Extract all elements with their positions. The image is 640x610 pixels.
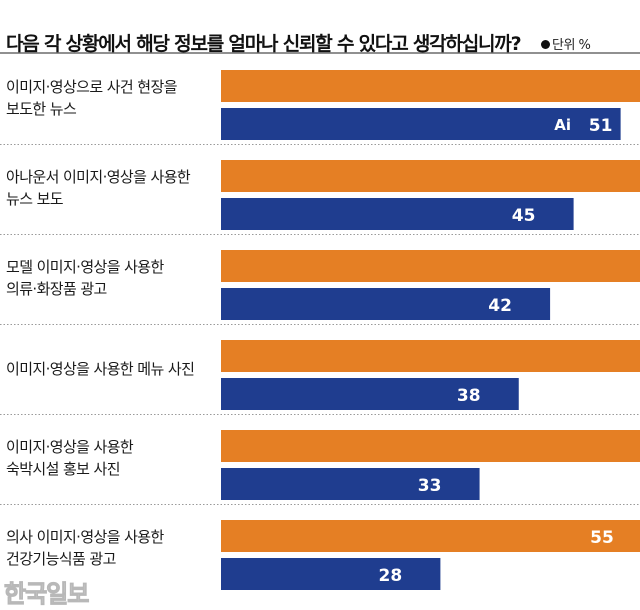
data-label: 42	[488, 296, 512, 316]
data-label: 51	[589, 116, 613, 136]
data-label: 38	[457, 386, 481, 406]
bar-real	[221, 250, 640, 282]
bar-ai	[221, 378, 519, 410]
bar-real	[221, 70, 640, 102]
data-label: 33	[418, 476, 442, 496]
category-label: 아나운서 이미지·영상을 사용한 뉴스 보도	[6, 168, 191, 208]
bar-ai	[221, 108, 621, 140]
bar-ai	[221, 558, 441, 590]
chart-title: 다음 각 상황에서 해당 정보를 얼마나 신뢰할 수 있다고 생각하십니까?	[6, 33, 522, 55]
unit-label: 단위 %	[552, 38, 591, 53]
bar-real	[221, 160, 640, 192]
category-label: 이미지·영상으로 사건 현장을 보도한 뉴스	[6, 78, 177, 118]
category-label: 이미지·영상을 사용한 메뉴 사진	[6, 360, 194, 378]
watermark-logo: 한국일보	[3, 580, 89, 609]
unit-note: 단위 %	[541, 34, 591, 53]
bar-ai	[221, 288, 551, 320]
category-label: 모델 이미지·영상을 사용한 의류·화장품 광고	[6, 258, 165, 298]
bar-ai	[221, 468, 480, 500]
bar-real	[221, 520, 640, 552]
data-label: 55	[590, 528, 614, 548]
bar-ai	[221, 198, 574, 230]
bullet-icon	[541, 40, 550, 49]
category-label: 이미지·영상을 사용한 숙박시설 홍보 사진	[6, 438, 134, 478]
series-label: Ai	[554, 116, 571, 134]
category-label: 의사 이미지·영상을 사용한 건강기능식품 광고	[6, 528, 165, 568]
bar-real	[221, 430, 640, 462]
bar-real	[221, 340, 640, 372]
data-label: 28	[379, 566, 403, 586]
data-label: 45	[512, 206, 536, 226]
